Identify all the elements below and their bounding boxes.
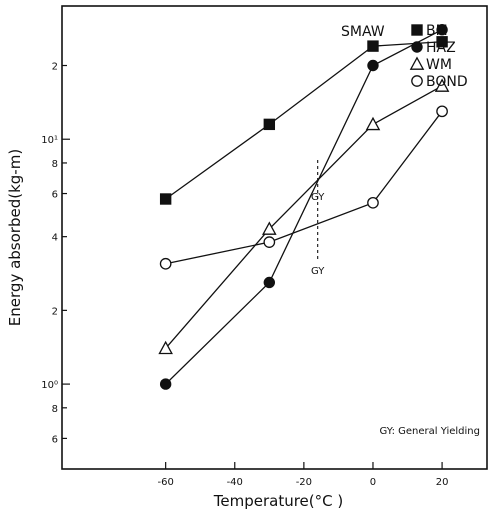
- series-line-bm: [165, 41, 443, 200]
- legend-marker-haz: [411, 41, 423, 53]
- series-haz: [159, 24, 448, 390]
- x-axis-label: Temperature(°C ): [213, 492, 343, 510]
- y-tick-label: 4: [52, 233, 58, 244]
- point-bm: [367, 40, 379, 52]
- legend-marker-wm: [409, 56, 425, 70]
- y-tick-label: 8: [52, 159, 58, 170]
- point-bm: [436, 36, 448, 48]
- general-yielding-marker: GY GY: [311, 160, 325, 277]
- y-axis-label: Energy absorbed(kg-m): [6, 149, 24, 326]
- point-wm: [262, 221, 277, 235]
- point-bm: [159, 193, 172, 205]
- series-line-bond: [165, 110, 443, 265]
- series-line-haz: [165, 29, 443, 385]
- point-haz: [436, 24, 448, 36]
- legend-marker-bond: [411, 75, 423, 87]
- series-bm: [159, 36, 448, 205]
- legend-label-bm: BM: [426, 23, 448, 39]
- point-wm: [158, 340, 173, 355]
- gy-annotation: GY: General Yielding: [380, 426, 480, 437]
- x-axis-ticks: -60 -40 -20 0 20: [157, 462, 448, 488]
- legend-label-wm: WM: [426, 57, 452, 73]
- point-wm: [434, 78, 450, 92]
- y-tick-label: 8: [52, 404, 58, 415]
- series-bond: [159, 105, 448, 270]
- data-series: [158, 24, 450, 390]
- plot-frame: [61, 5, 488, 470]
- point-haz: [159, 378, 172, 390]
- point-bond: [367, 196, 379, 209]
- legend-title: SMAW: [341, 24, 385, 40]
- x-tick-label: 20: [436, 477, 449, 488]
- series-wm: [158, 78, 450, 355]
- x-tick-label: -60: [157, 477, 173, 488]
- point-bm: [263, 118, 276, 131]
- y-tick-label: 10¹: [41, 135, 58, 146]
- y-tick-label: 6: [52, 190, 58, 201]
- y-tick-label: 2: [52, 62, 58, 73]
- y-tick-label: 2: [52, 306, 58, 317]
- point-bond: [263, 236, 276, 248]
- point-haz: [367, 59, 379, 72]
- gy-label-bottom: GY: [311, 266, 325, 277]
- y-axis-ticks: 6 8 10⁰ 2 4 6 8 10¹ 2: [41, 62, 70, 445]
- point-bond: [159, 257, 172, 270]
- gy-label-top: GY: [311, 192, 325, 203]
- point-bond: [436, 105, 448, 118]
- legend-label-bond: BOND: [426, 74, 468, 90]
- legend-label-haz: HAZ: [426, 40, 456, 56]
- x-tick-label: -40: [227, 477, 243, 488]
- x-tick-label: -20: [296, 477, 312, 488]
- point-haz: [263, 276, 276, 289]
- x-tick-label: 0: [370, 477, 376, 488]
- point-wm: [365, 116, 381, 131]
- legend-marker-bm: [411, 24, 423, 36]
- y-tick-label: 10⁰: [41, 380, 58, 391]
- series-line-wm: [165, 85, 443, 349]
- y-tick-label: 6: [52, 434, 58, 445]
